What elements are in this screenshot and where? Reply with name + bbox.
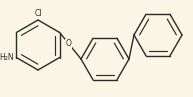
Text: H₂N: H₂N [0, 53, 14, 62]
Text: O: O [66, 39, 72, 48]
Text: Cl: Cl [34, 9, 42, 17]
